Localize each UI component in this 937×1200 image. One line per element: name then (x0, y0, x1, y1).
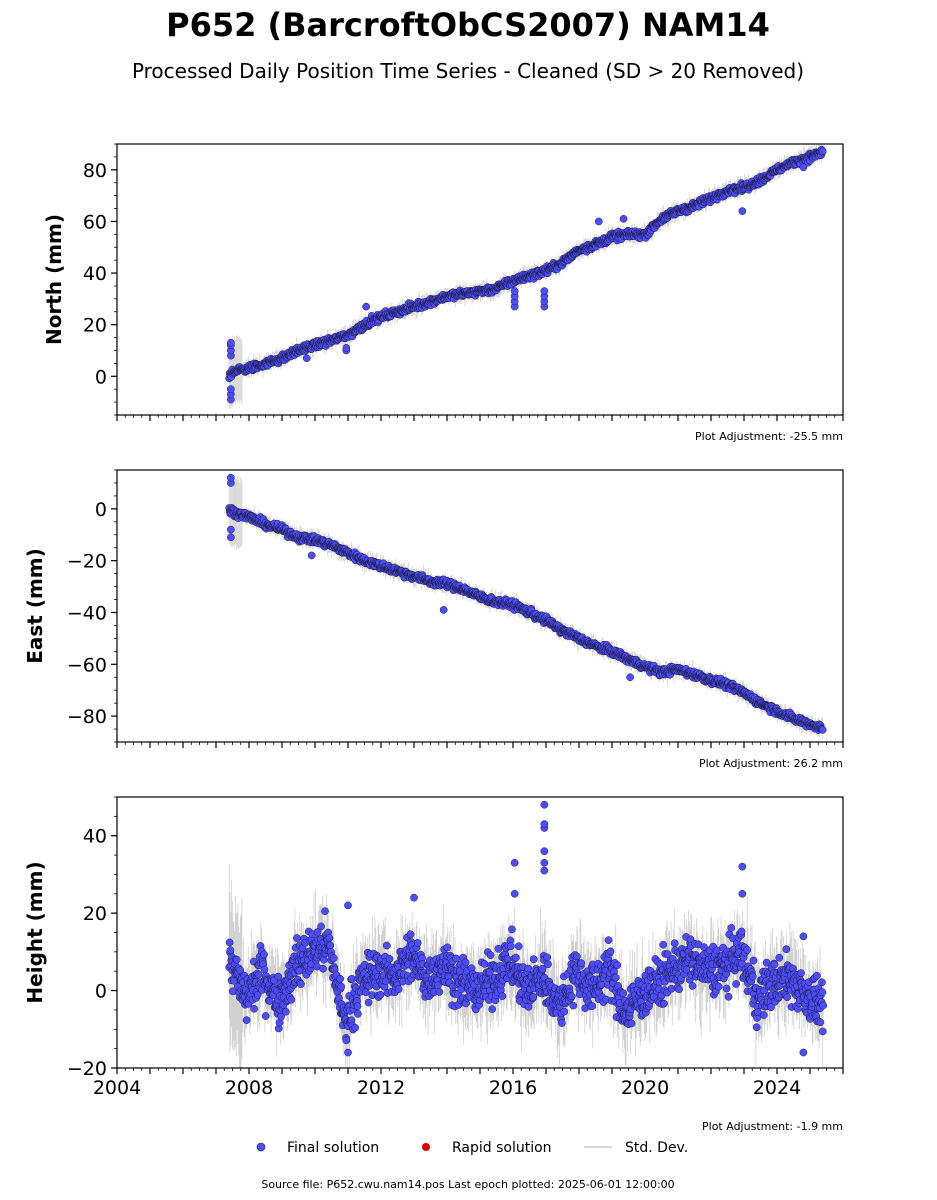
outlier-point (594, 217, 603, 226)
data-point (329, 954, 338, 962)
data-point (319, 964, 327, 973)
y-tick-label: 60 (83, 211, 107, 233)
data-point (406, 930, 415, 939)
data-point (297, 980, 305, 988)
data-point (818, 725, 827, 734)
data-point (236, 966, 245, 975)
data-point (326, 941, 335, 950)
y-axis-label: East (mm) (23, 548, 47, 664)
final-points-0 (225, 145, 827, 404)
panel-0: 0 20 40 60 80 North (mm) Plot Adjustment: -25.… (42, 143, 844, 443)
data-point (364, 998, 373, 1007)
data-point (242, 1016, 251, 1024)
outlier-point (540, 287, 549, 295)
data-point (351, 1023, 359, 1032)
plot-area-2 (225, 800, 828, 1068)
plot-adjustment-label: Plot Adjustment: 26.2 mm (699, 757, 843, 770)
data-point (313, 928, 322, 936)
y-tick-label: 0 (95, 499, 107, 521)
data-point (260, 965, 269, 974)
outlier-point (362, 302, 370, 311)
y-tick-label: 80 (83, 160, 107, 182)
data-point (253, 990, 262, 999)
data-point (277, 1012, 285, 1021)
plot-adjustment-label: Plot Adjustment: -25.5 mm (695, 430, 843, 443)
data-point (353, 1002, 362, 1011)
outlier-point (227, 473, 235, 482)
outlier-point (439, 606, 448, 614)
panels: 0 20 40 60 80 North (mm) Plot Adjustment: -25.… (23, 143, 844, 1133)
outlier-point (302, 354, 311, 363)
outlier-point (799, 163, 808, 172)
data-point (261, 1012, 270, 1020)
figure-subtitle: Processed Daily Position Time Series - C… (132, 59, 804, 83)
data-point (342, 1036, 351, 1045)
outlier-point (342, 344, 351, 352)
data-point (413, 939, 422, 947)
outlier-point (626, 673, 635, 682)
data-point (337, 982, 346, 991)
data-point (281, 1007, 290, 1016)
y-axis-label: North (mm) (42, 214, 66, 345)
final-points-1 (225, 473, 827, 734)
data-point (443, 943, 452, 952)
outlier-point (227, 533, 235, 542)
y-tick-label: −40 (67, 602, 107, 624)
y-tick-label: 40 (83, 263, 107, 285)
data-point (382, 941, 391, 950)
panel-1: 0 −20 −40 −60 −80 East (mm) Plot Adjustment: 2… (23, 469, 844, 770)
y-tick-label: 20 (83, 315, 107, 337)
data-point (435, 988, 444, 996)
data-point (336, 974, 344, 983)
data-point (818, 147, 827, 156)
data-point (250, 1004, 258, 1013)
data-point (452, 954, 460, 963)
data-point (325, 934, 334, 942)
data-point (293, 934, 301, 942)
data-point (287, 995, 296, 1004)
data-point (376, 990, 385, 999)
data-point (274, 972, 283, 981)
figure-title: P652 (BarcroftObCS2007) NAM14 (166, 6, 770, 44)
data-point (226, 946, 235, 955)
y-tick-label: −20 (67, 551, 107, 573)
y-tick-label: 0 (95, 366, 107, 388)
data-point (254, 970, 263, 979)
y-tick-label: −80 (67, 706, 107, 728)
data-point (354, 1009, 362, 1018)
data-point (321, 907, 329, 916)
data-point (260, 950, 268, 959)
data-point (394, 985, 403, 994)
outlier-point (307, 551, 316, 560)
outlier-point (510, 287, 519, 295)
outlier-point (738, 207, 747, 215)
data-point (225, 938, 234, 947)
final-points-2 (225, 800, 828, 1057)
outlier-point (619, 214, 628, 223)
plot-area-0 (225, 144, 827, 409)
data-point (232, 955, 241, 964)
y-tick-label: −60 (67, 654, 107, 676)
outlier-point (227, 385, 235, 394)
data-point (385, 955, 394, 963)
data-point (317, 922, 325, 931)
outlier-point (227, 338, 235, 347)
outlier-point (227, 525, 235, 534)
plot-area-1 (225, 473, 827, 740)
